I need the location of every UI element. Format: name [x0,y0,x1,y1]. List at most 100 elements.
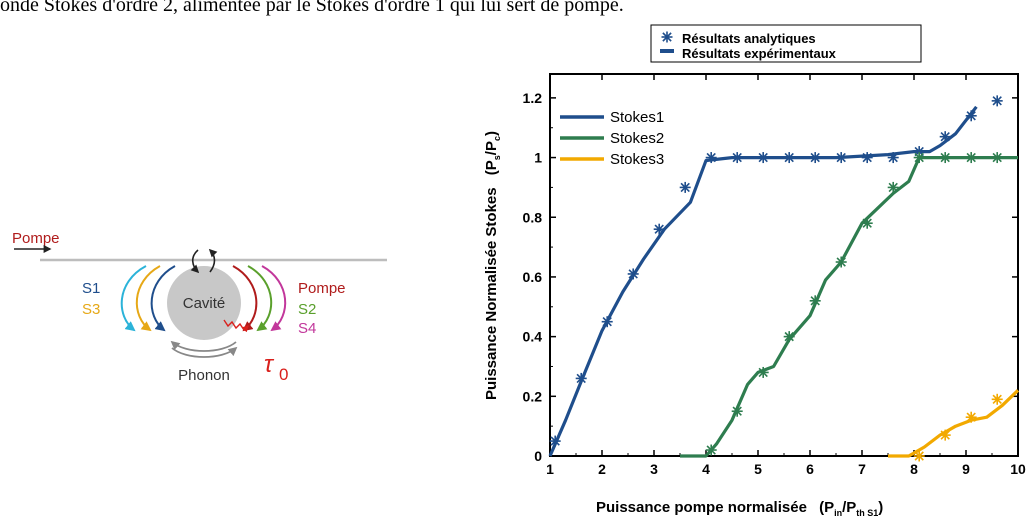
loss-squiggle [223,319,249,333]
x-tick-label: 5 [754,461,762,477]
x-axis-label-sub1: in [834,508,842,518]
data-point-stokes1 [731,152,743,164]
x-tick-label: 6 [806,461,814,477]
star-stroke [992,152,1002,163]
s2-arrow-green [247,265,273,332]
tau-subscript: 0 [279,365,288,384]
phonon-arrow-2 [171,346,238,358]
data-point-stokes1 [887,152,899,164]
star-stroke [784,152,794,163]
legend-label-stokes2: Stokes2 [610,130,664,147]
star-stroke [836,257,846,267]
star-stroke [706,152,716,163]
y-axis-label-sub1: s [492,155,502,160]
s4-label: S4 [298,320,316,337]
legend-star [661,31,673,43]
axis-tick-labels: 1 2 3 4 5 6 7 8 9 10 0 0.2 0.4 0.6 0.8 1 1.2 [523,90,1026,477]
s1-label: S1 [82,280,100,297]
tau-symbol: τ [264,351,275,378]
data-point-stokes3 [913,450,925,462]
star-stroke [628,269,638,279]
coupling-arrow-right [208,248,218,273]
star-stroke [810,152,820,163]
data-point-stokes3 [939,429,951,441]
data-point-stokes2 [809,295,821,307]
star-stroke [940,131,950,142]
data-point-stokes1 [965,110,977,122]
y-axis-label-frac: (P [483,160,500,175]
series-legend: Stokes1 Stokes2 Stokes3 [560,109,664,168]
star-stroke [862,152,872,163]
x-axis-label: Puissance pompe normalisée (Pin/Pth S1) [596,499,883,518]
data-point-stokes1 [939,131,951,143]
data-point-stokes1 [705,152,717,164]
data-point-stokes1 [991,95,1003,107]
x-axis-label-frac: (P [819,499,834,516]
star-stroke [966,111,976,121]
star-stroke [914,152,924,163]
star-stroke [680,182,690,193]
legend-label-stokes1: Stokes1 [610,109,664,126]
coupling-arrow-left [190,249,200,274]
figure-caption: onde Stokes d'ordre 2, alimentée par le … [0,0,624,16]
star-stroke [784,331,794,342]
star-stroke [758,152,768,163]
star-stroke [706,445,716,455]
data-point-stokes3 [991,393,1003,405]
star-stroke [602,317,612,327]
legend-experimental-marker [660,49,674,53]
x-tick-label: 8 [910,461,918,477]
pump-label: Pompe [298,280,346,297]
data-point-stokes2 [835,256,847,268]
s1-arrow-blue [150,265,176,332]
star-stroke [662,32,672,42]
star-stroke [550,436,560,446]
data-point-stokes1 [809,152,821,164]
legend-analytic-label: Résultats analytiques [682,31,816,46]
star-stroke [836,152,846,163]
legend-analytic-marker [661,31,673,43]
pump-input-label: Pompe [12,230,60,247]
s2-label: S2 [298,301,316,318]
data-point-stokes1 [679,181,691,193]
x-axis-label-sub2: th S1 [856,508,878,518]
star-stroke [940,430,950,440]
y-tick-label: 0.2 [523,388,543,404]
y-tick-label: 1.2 [523,90,543,106]
data-point-stokes1 [575,372,587,384]
phonon-label: Phonon [178,367,230,384]
series-line-stokes3 [888,389,1020,458]
data-point-stokes1 [835,152,847,164]
data-point-stokes2 [913,152,925,164]
data-point-stokes2 [705,444,717,456]
x-tick-label: 4 [702,461,710,477]
x-axis-label-main: Puissance pompe normalisée [596,499,807,516]
x-tick-label: 1 [546,461,554,477]
phonon-arrow-1 [170,340,237,352]
y-axis-label-sub2: c [492,136,502,141]
data-point-stokes2 [887,181,899,193]
x-tick-label: 9 [962,461,970,477]
s4-arrow-magenta [261,265,287,332]
x-axis-label-slash: /P [842,499,856,516]
x-axis-label-close: ) [878,499,883,516]
top-legend-box [650,24,922,63]
data-point-stokes2 [861,217,873,229]
data-point-stokes1 [627,268,639,280]
y-axis-label-slash: /P [483,141,500,155]
y-tick-label: 1 [534,150,542,166]
x-tick-label: 3 [650,461,658,477]
s3-arrow-gold [135,265,161,332]
data-point-stokes2 [991,152,1003,164]
cavity-circle [167,266,241,340]
data-point-stokes1 [861,152,873,164]
data-point-stokes1 [549,435,561,447]
legend-label-stokes3: Stokes3 [610,151,664,168]
star-stroke [940,152,950,163]
data-point-stokes1 [757,152,769,164]
data-point-stokes1 [783,152,795,164]
cavity-diagram: Pompe Cavité Phonon S1 S3 Pompe S2 S4 τ … [12,230,387,384]
x-tick-label: 7 [858,461,866,477]
star-stroke [992,96,1002,106]
